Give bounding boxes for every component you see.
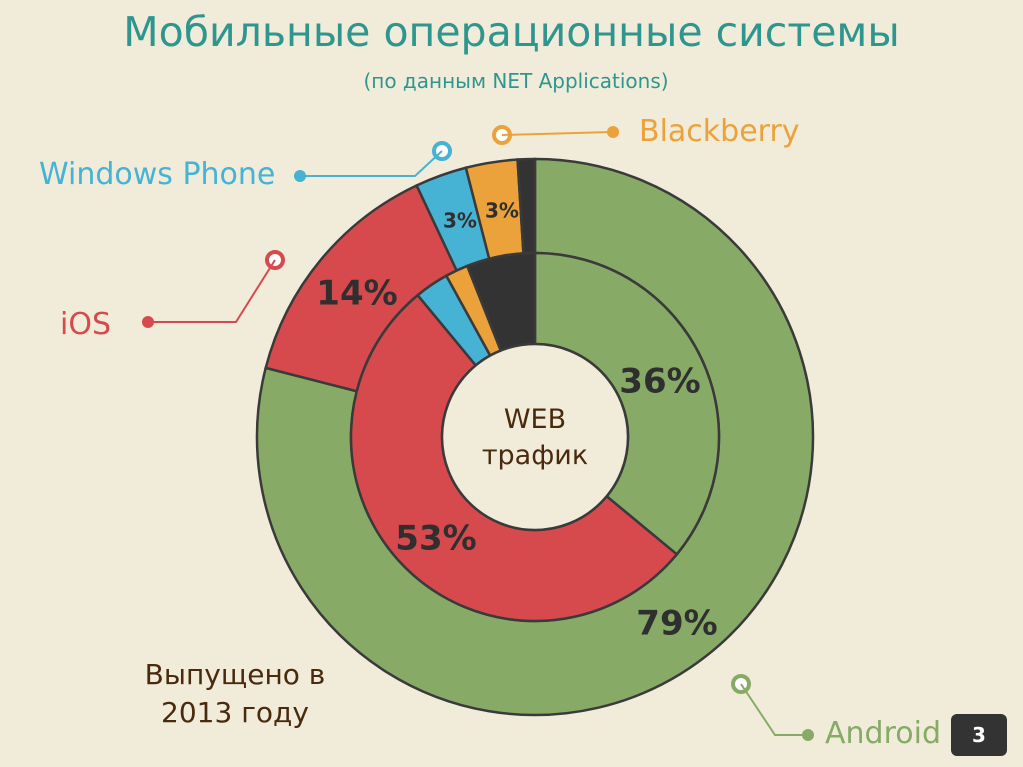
leader-windows-phone bbox=[294, 141, 452, 182]
slide-subtitle: (по данным NET Applications) bbox=[363, 69, 669, 93]
outer-caption-line2: 2013 году bbox=[161, 696, 309, 729]
legend-windows-phone: Windows Phone bbox=[39, 157, 276, 192]
page-number: 3 bbox=[951, 714, 1007, 756]
inner-caption-line2: трафик bbox=[481, 440, 589, 471]
outer-label-android: 79% bbox=[636, 604, 717, 644]
legend-android: Android bbox=[825, 716, 941, 751]
legend-ios: iOS bbox=[60, 307, 111, 342]
inner-label-ios: 53% bbox=[395, 519, 476, 559]
outer-label-ios: 14% bbox=[316, 274, 397, 314]
leader-ios bbox=[142, 250, 285, 328]
legend-blackberry: Blackberry bbox=[639, 114, 800, 149]
inner-label-android: 36% bbox=[619, 362, 700, 402]
inner-ring-caption: WEB трафик bbox=[445, 402, 625, 474]
slide-title: Мобильные операционные системы bbox=[123, 8, 900, 56]
center-hole bbox=[440, 342, 630, 532]
leader-android bbox=[731, 674, 814, 741]
outer-label-windows-phone: 3% bbox=[443, 209, 477, 233]
leader-blackberry bbox=[492, 125, 619, 145]
outer-caption-line1: Выпущено в bbox=[144, 658, 326, 691]
inner-caption-line1: WEB bbox=[503, 404, 567, 435]
outer-ring bbox=[255, 157, 815, 717]
outer-label-blackberry: 3% bbox=[485, 199, 519, 223]
outer-ring-caption: Выпущено в 2013 году bbox=[130, 656, 340, 732]
